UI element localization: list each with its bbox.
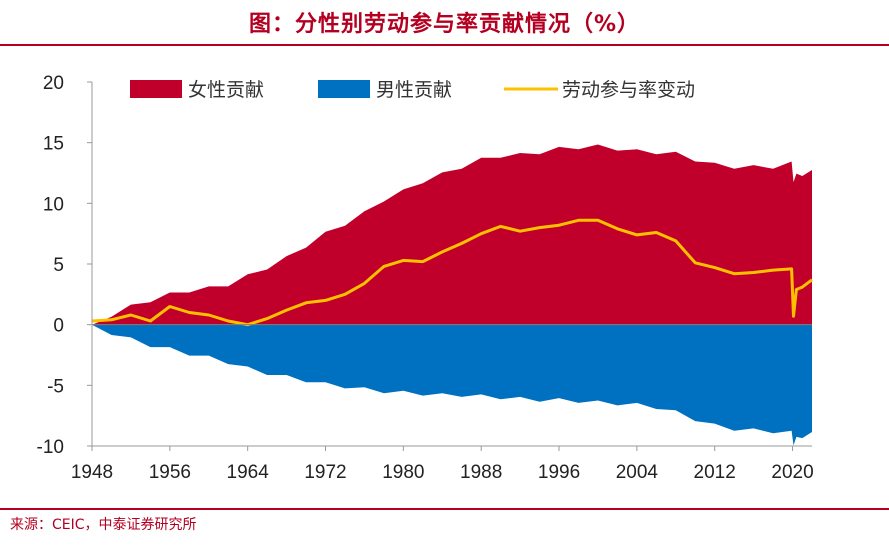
y-tick-label: 20 [43,73,64,94]
y-tick-label: 15 [43,134,64,155]
y-tick-label: -5 [47,376,64,397]
x-tick-label: 1956 [149,462,191,483]
legend-male-swatch [318,80,370,98]
male-contribution-area [92,324,812,446]
areas-layer [92,144,812,446]
legend: 女性贡献 男性贡献 劳动参与率变动 [130,79,695,101]
x-tick-label: 1988 [460,462,502,483]
x-tick-label: 2012 [694,462,736,483]
participation-change-line [91,218,813,327]
legend-female-swatch [130,80,182,98]
y-tick-label: 5 [53,255,64,276]
female-contribution-area [92,144,812,325]
axes-layer: -10 -5 0 5 10 15 20 1948 1956 1964 1972 1980 1988 199… [37,73,814,483]
source-note: 来源：CEIC，中泰证券研究所 [10,517,197,533]
x-tick-label: 2004 [616,462,659,483]
x-tick-label: 1980 [382,462,424,483]
chart-title: 图：分性别劳动参与率贡献情况（%） [248,12,641,37]
title-rule [0,44,889,46]
legend-male-label: 男性贡献 [376,79,452,101]
x-tick-label: 1948 [71,462,113,483]
x-tick-label: 1972 [304,462,346,483]
y-tick-label: -10 [37,437,64,458]
x-tick-label: 1996 [538,462,580,483]
y-tick-label: 10 [43,194,64,215]
chart: -10 -5 0 5 10 15 20 1948 1956 1964 1972 1980 1988 199… [37,73,814,483]
x-tick-label: 1964 [227,462,270,483]
y-tick-label: 0 [53,316,64,337]
legend-line-label: 劳动参与率变动 [562,79,695,101]
footer-rule [0,508,889,510]
legend-female-label: 女性贡献 [188,79,264,101]
line-layer [91,218,813,327]
x-tick-label: 2020 [771,462,813,483]
